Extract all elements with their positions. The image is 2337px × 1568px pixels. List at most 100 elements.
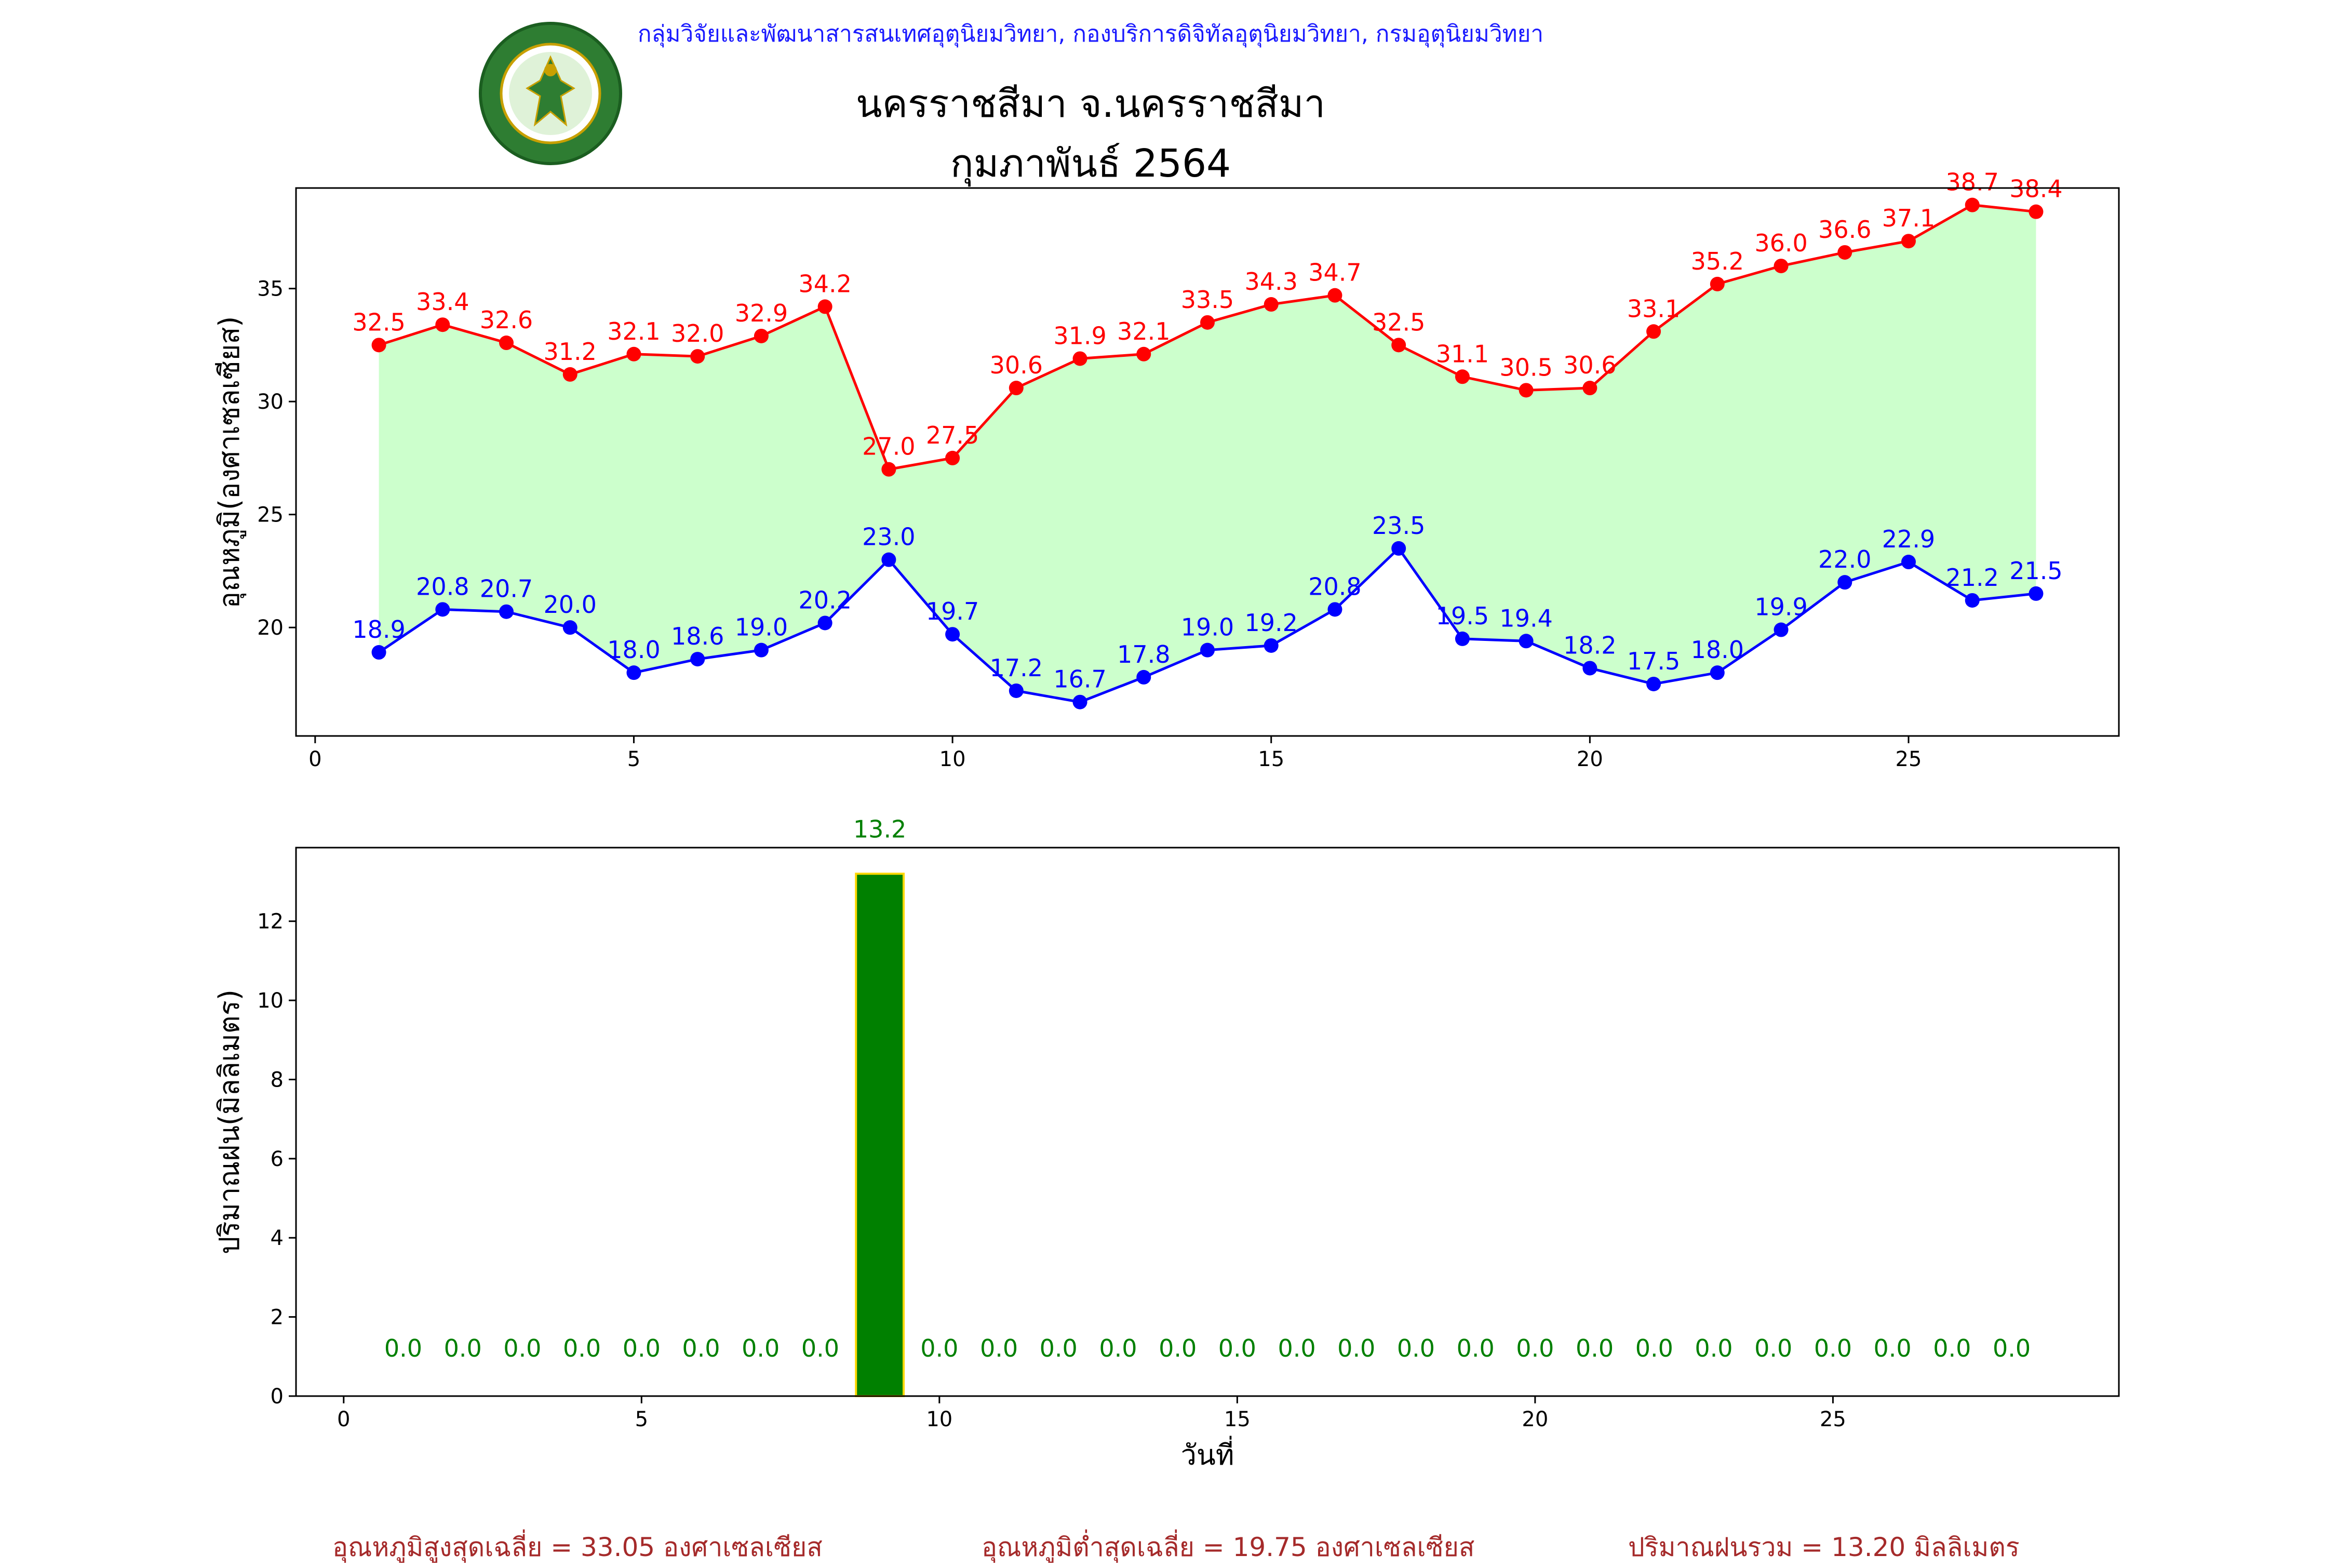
min-temperature-point [945, 627, 960, 642]
min-temperature-point [1136, 669, 1151, 685]
max-temperature-point [2029, 204, 2044, 219]
max-temperature-value-label: 33.1 [1627, 294, 1680, 323]
rainfall-value-label: 0.0 [1457, 1334, 1495, 1362]
max-temperature-point [754, 328, 769, 343]
y-tick-label: 35 [257, 277, 284, 301]
max-temperature-value-label: 32.9 [735, 299, 788, 327]
min-temperature-value-label: 21.5 [2009, 557, 2062, 585]
max-temperature-value-label: 35.2 [1691, 247, 1744, 275]
min-temperature-value-label: 23.0 [862, 523, 915, 551]
rainfall-value-label: 0.0 [980, 1334, 1018, 1362]
rainfall-plot-frame [295, 847, 2120, 1397]
min-temperature-value-label: 17.5 [1627, 647, 1680, 675]
rainfall-value-label: 0.0 [1754, 1334, 1792, 1362]
max-temperature-point [1391, 338, 1406, 353]
temperature-plot-frame [295, 187, 2120, 737]
min-temperature-point [1901, 555, 1916, 570]
max-temperature-value-label: 31.2 [544, 338, 597, 366]
min-temperature-point [1710, 665, 1725, 680]
max-temperature-point [1009, 381, 1024, 396]
rainfall-value-label: 0.0 [1993, 1334, 2031, 1362]
min-temperature-point [1327, 602, 1342, 617]
y-tick-label: 8 [271, 1068, 284, 1092]
min-temperature-point [1455, 631, 1470, 646]
min-temperature-point [435, 602, 450, 617]
rainfall-value-label: 0.0 [742, 1334, 780, 1362]
max-temperature-point [626, 346, 641, 361]
min-temperature-point [562, 620, 577, 635]
x-tick-label: 20 [1577, 747, 1603, 771]
max-temperature-value-label: 30.6 [1563, 351, 1616, 379]
max-temperature-point [1837, 245, 1852, 260]
min-temperature-value-label: 19.0 [1181, 613, 1234, 641]
max-temperature-value-label: 31.9 [1053, 321, 1106, 350]
min-temperature-value-label: 19.0 [735, 613, 788, 641]
rainfall-value-label: 0.0 [1278, 1334, 1315, 1362]
min-temperature-value-label: 17.8 [1117, 640, 1170, 668]
rainfall-value-label: 0.0 [1576, 1334, 1614, 1362]
max-temperature-point [1072, 351, 1087, 366]
max-temperature-value-label: 32.0 [671, 319, 724, 347]
min-temperature-point [1072, 694, 1087, 709]
max-temperature-point [435, 317, 450, 332]
min-temperature-value-label: 20.8 [1308, 572, 1361, 600]
x-tick-label: 15 [1258, 747, 1284, 771]
y-tick-label: 6 [271, 1147, 284, 1171]
max-temperature-value-label: 33.5 [1181, 286, 1234, 314]
min-temperature-value-label: 20.8 [416, 572, 469, 600]
max-temperature-value-label: 32.5 [352, 308, 405, 336]
min-temperature-point [1200, 642, 1215, 658]
y-tick-label: 10 [257, 989, 284, 1013]
max-temperature-point [1582, 381, 1597, 396]
rainfall-value-label: 0.0 [1159, 1334, 1197, 1362]
rainfall-bars [855, 873, 905, 1398]
max-temperature-point [1901, 234, 1916, 249]
rainfall-value-label: 0.0 [1218, 1334, 1256, 1362]
max-temperature-value-label: 34.3 [1245, 267, 1298, 296]
x-tick-label: 25 [1820, 1408, 1846, 1431]
max-temperature-point [1710, 276, 1725, 291]
max-temperature-point [1519, 383, 1534, 398]
min-temperature-value-label: 23.5 [1372, 512, 1425, 540]
max-temperature-point [945, 450, 960, 465]
max-temperature-value-label: 27.0 [862, 433, 915, 461]
max-temperature-point [1327, 288, 1342, 303]
x-tick-label: 5 [627, 747, 640, 771]
max-temperature-value-label: 32.5 [1372, 308, 1425, 336]
max-temperature-value-label: 32.1 [1117, 317, 1170, 345]
max-temperature-value-label: 30.6 [990, 351, 1043, 379]
max-temperature-point [690, 349, 705, 364]
rainfall-value-label: 0.0 [563, 1334, 601, 1362]
max-temperature-point [499, 336, 514, 351]
max-temperature-point [1646, 324, 1661, 339]
rainfall-y-ticks: 0 2 4 6 8 10 12 [257, 910, 296, 1409]
min-temperature-points: 18.9 20.8 20.7 20.0 18.0 18.6 19.0 20.2 23.0 19.7… [352, 512, 2063, 709]
min-temperature-value-label: 21.2 [1946, 564, 1999, 592]
min-temperature-value-label: 19.9 [1754, 593, 1807, 621]
max-temperature-value-label: 32.1 [607, 317, 660, 345]
min-temperature-value-label: 19.5 [1436, 602, 1489, 630]
max-temperature-point [1264, 297, 1279, 312]
min-temperature-value-label: 18.0 [1691, 636, 1744, 664]
min-temperature-point [817, 615, 832, 631]
rainfall-value-label: 0.0 [1635, 1334, 1673, 1362]
y-tick-label: 25 [257, 503, 284, 527]
min-temperature-point [690, 652, 705, 667]
min-temperature-value-label: 20.7 [480, 575, 533, 603]
min-temperature-value-label: 19.4 [1499, 604, 1552, 632]
rainfall-value-label: 0.0 [682, 1334, 720, 1362]
temperature-x-ticks: 0 5 10 15 20 25 [308, 736, 1922, 771]
y-tick-label: 0 [271, 1385, 284, 1409]
rainfall-value-label: 0.0 [1040, 1334, 1078, 1362]
rainfall-x-label: วันที่ [1181, 1436, 1234, 1471]
rainfall-value-label: 0.0 [801, 1334, 839, 1362]
min-temperature-point [1646, 676, 1661, 691]
rainfall-value-label: 0.0 [1337, 1334, 1375, 1362]
rainfall-x-ticks: 0 5 10 15 20 25 [337, 1396, 1846, 1431]
max-temperature-point [1774, 259, 1789, 274]
max-temperature-point [1455, 369, 1470, 384]
x-tick-label: 10 [926, 1408, 952, 1431]
rainfall-value-label: 0.0 [1397, 1334, 1435, 1362]
min-temperature-point [881, 552, 896, 567]
